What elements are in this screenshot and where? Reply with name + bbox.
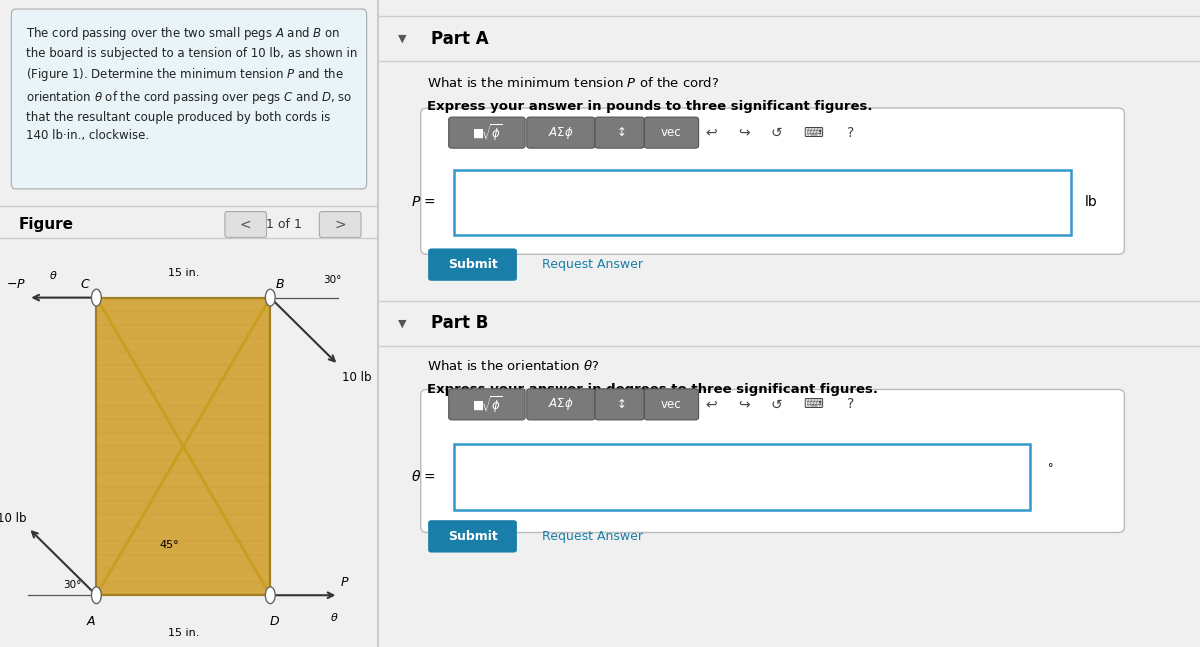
Text: °: ° <box>1048 463 1054 472</box>
Text: 1 of 1: 1 of 1 <box>265 218 301 231</box>
Text: ?: ? <box>847 397 854 411</box>
FancyBboxPatch shape <box>527 117 595 148</box>
Text: 45°: 45° <box>160 540 179 549</box>
Text: lb: lb <box>1085 195 1098 209</box>
Text: 30°: 30° <box>62 580 82 590</box>
FancyBboxPatch shape <box>421 389 1124 532</box>
Text: ↩: ↩ <box>706 397 716 411</box>
FancyBboxPatch shape <box>527 389 595 420</box>
Text: ↪: ↪ <box>738 126 750 140</box>
Text: C: C <box>80 278 90 291</box>
Text: $\updownarrow$: $\updownarrow$ <box>614 398 625 411</box>
Text: ▼: ▼ <box>398 34 407 44</box>
Text: Part B: Part B <box>432 314 488 333</box>
Text: ⌨: ⌨ <box>804 126 823 140</box>
Text: 15 in.: 15 in. <box>168 628 199 637</box>
Text: $\blacksquare\!\sqrt{\phi}$: $\blacksquare\!\sqrt{\phi}$ <box>472 122 502 143</box>
Text: Request Answer: Request Answer <box>542 258 643 271</box>
Text: Express your answer in degrees to three significant figures.: Express your answer in degrees to three … <box>427 383 878 396</box>
Bar <box>378 301 1200 346</box>
Text: 15 in.: 15 in. <box>168 269 199 278</box>
FancyBboxPatch shape <box>428 520 517 553</box>
Circle shape <box>265 587 275 604</box>
FancyBboxPatch shape <box>449 389 526 420</box>
Text: 10 lb: 10 lb <box>0 512 26 525</box>
FancyBboxPatch shape <box>428 248 517 281</box>
Text: D: D <box>269 615 278 628</box>
FancyBboxPatch shape <box>454 444 1030 510</box>
Text: ⌨: ⌨ <box>804 397 823 411</box>
Text: Express your answer in pounds to three significant figures.: Express your answer in pounds to three s… <box>427 100 872 113</box>
Text: Request Answer: Request Answer <box>542 530 643 543</box>
FancyBboxPatch shape <box>454 170 1070 235</box>
Text: $\updownarrow$: $\updownarrow$ <box>614 126 625 139</box>
Text: What is the minimum tension $P$ of the cord?: What is the minimum tension $P$ of the c… <box>427 76 720 91</box>
FancyBboxPatch shape <box>421 108 1124 254</box>
Text: <: < <box>240 217 252 232</box>
Text: A: A <box>86 615 95 628</box>
Circle shape <box>91 289 101 306</box>
Text: ↺: ↺ <box>770 126 782 140</box>
Text: Figure: Figure <box>19 217 74 232</box>
Text: ?: ? <box>847 126 854 140</box>
FancyBboxPatch shape <box>595 117 644 148</box>
Text: 30°: 30° <box>323 275 342 285</box>
Text: What is the orientation $\theta$?: What is the orientation $\theta$? <box>427 359 600 373</box>
Text: 10 lb: 10 lb <box>342 371 372 384</box>
Text: Submit: Submit <box>448 258 498 271</box>
FancyBboxPatch shape <box>319 212 361 237</box>
Bar <box>96 298 270 595</box>
Bar <box>96 298 270 595</box>
Text: ↩: ↩ <box>706 126 716 140</box>
Text: vec: vec <box>661 398 682 411</box>
Text: $\theta$ =: $\theta$ = <box>410 469 436 485</box>
FancyBboxPatch shape <box>644 117 698 148</box>
Text: $\theta$: $\theta$ <box>49 269 58 281</box>
Circle shape <box>265 289 275 306</box>
Text: $\theta$: $\theta$ <box>330 611 338 624</box>
Text: The cord passing over the two small pegs $\mathit{A}$ and $\mathit{B}$ on
the bo: The cord passing over the two small pegs… <box>26 25 358 142</box>
Text: $P$: $P$ <box>341 576 349 589</box>
Bar <box>378 16 1200 61</box>
Text: $-P$: $-P$ <box>6 278 26 291</box>
Text: ↺: ↺ <box>770 397 782 411</box>
Text: $A\Sigma\phi$: $A\Sigma\phi$ <box>548 397 574 412</box>
Text: Submit: Submit <box>448 530 498 543</box>
Text: ▼: ▼ <box>398 318 407 329</box>
FancyBboxPatch shape <box>224 212 266 237</box>
Text: vec: vec <box>661 126 682 139</box>
Text: B: B <box>276 278 284 291</box>
FancyBboxPatch shape <box>11 9 367 189</box>
Text: $A\Sigma\phi$: $A\Sigma\phi$ <box>548 125 574 140</box>
Text: $P$ =: $P$ = <box>410 195 436 209</box>
Text: $\blacksquare\!\sqrt{\phi}$: $\blacksquare\!\sqrt{\phi}$ <box>472 394 502 415</box>
FancyBboxPatch shape <box>644 389 698 420</box>
Text: ↪: ↪ <box>738 397 750 411</box>
Text: >: > <box>335 217 346 232</box>
FancyBboxPatch shape <box>449 117 526 148</box>
Circle shape <box>91 587 101 604</box>
Text: Part A: Part A <box>432 30 490 48</box>
FancyBboxPatch shape <box>595 389 644 420</box>
